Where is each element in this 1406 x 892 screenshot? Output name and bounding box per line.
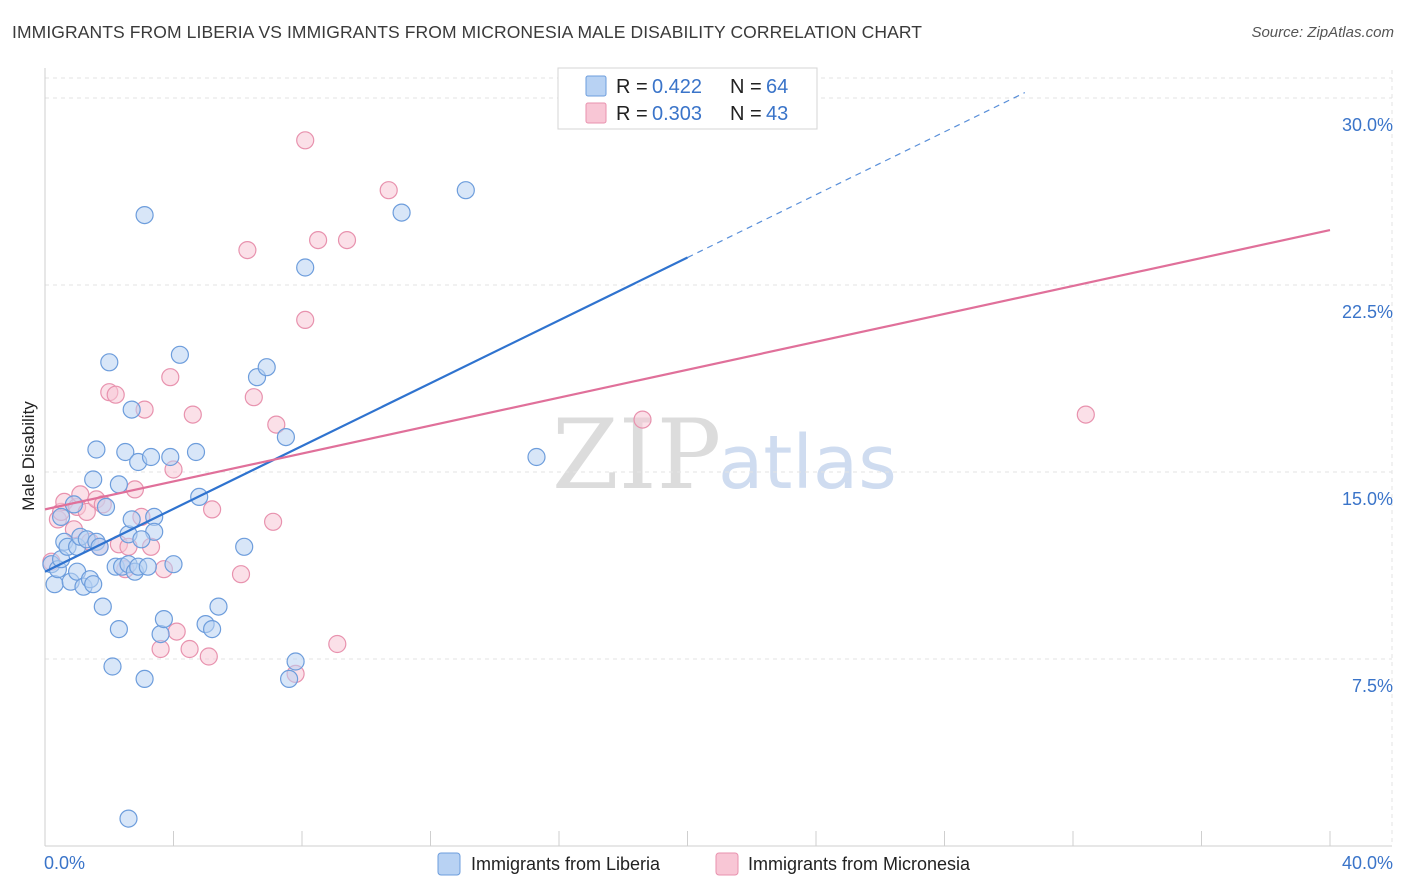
chart-title: IMMIGRANTS FROM LIBERIA VS IMMIGRANTS FR…: [12, 22, 923, 42]
liberia-point: [151, 624, 170, 644]
y-tick-label: 22.5%: [1342, 302, 1393, 322]
micronesia-point: [161, 368, 180, 387]
x-tick-labels: 0.0% 40.0%: [44, 853, 1393, 873]
liberia-point: [186, 442, 206, 462]
liberia-point: [170, 345, 189, 364]
trend-lines: [44, 92, 1331, 573]
liberia-point: [296, 258, 315, 277]
micronesia-point: [203, 500, 222, 519]
legend-swatch-micronesia: [585, 102, 607, 124]
liberia-points: [42, 181, 546, 828]
y-tick-label: 7.5%: [1352, 676, 1393, 696]
x-tick-label-min: 0.0%: [44, 853, 85, 873]
watermark-atlas: atlas: [718, 420, 897, 506]
liberia-point: [132, 530, 151, 549]
micronesia-point: [296, 310, 315, 329]
liberia-trend-line: [44, 256, 688, 573]
y-tick-label: 30.0%: [1342, 115, 1393, 135]
liberia-point: [141, 447, 161, 467]
legend-n-value-micronesia: 43: [766, 103, 788, 125]
liberia-point: [122, 400, 141, 419]
y-axis-title: Male Disability: [19, 401, 38, 511]
liberia-point: [235, 537, 254, 556]
liberia-point: [103, 657, 122, 676]
liberia-point: [276, 428, 295, 447]
liberia-point: [164, 555, 183, 574]
micronesia-point: [183, 405, 202, 424]
watermark: ZIP atlas: [552, 399, 897, 511]
micronesia-point: [244, 388, 263, 407]
liberia-point: [109, 475, 129, 494]
legend: R = 0.422 N = 64 R = 0.303 N = 43: [557, 67, 818, 130]
liberia-point: [138, 557, 157, 576]
x-tick-label-max: 40.0%: [1342, 853, 1393, 873]
liberia-point: [135, 206, 154, 225]
micronesia-point: [337, 231, 357, 250]
micronesia-point: [180, 639, 199, 659]
liberia-point: [280, 669, 299, 689]
micronesia-point: [1076, 405, 1095, 424]
liberia-point: [100, 353, 119, 372]
liberia-point: [456, 181, 475, 200]
liberia-point: [109, 619, 129, 639]
legend-r-label-micronesia: R =: [616, 103, 648, 125]
liberia-point: [122, 510, 141, 529]
liberia-trend-extension: [687, 92, 1026, 259]
liberia-point: [154, 609, 173, 629]
micronesia-point: [167, 622, 186, 641]
liberia-point: [116, 442, 135, 462]
liberia-point: [87, 440, 106, 459]
liberia-point: [84, 575, 103, 594]
micronesia-point: [309, 231, 328, 250]
micronesia-point: [379, 181, 398, 200]
legend-r-value-liberia: 0.422: [652, 76, 702, 98]
micronesia-points: [42, 131, 1095, 684]
y-tick-labels: 7.5% 15.0% 22.5% 30.0%: [1342, 115, 1393, 696]
liberia-point: [96, 497, 116, 516]
legend-n-value-liberia: 64: [766, 76, 788, 98]
liberia-point: [203, 619, 222, 639]
micronesia-point: [199, 647, 218, 666]
y-tick-label: 15.0%: [1342, 489, 1393, 509]
legend-swatch-liberia: [585, 75, 607, 97]
liberia-point: [209, 597, 228, 616]
bottom-legend-swatch-micronesia: [715, 852, 739, 876]
bottom-legend-label-micronesia: Immigrants from Micronesia: [748, 854, 971, 874]
liberia-point: [45, 575, 64, 594]
bottom-legend-swatch-liberia: [437, 852, 461, 876]
liberia-point: [119, 809, 138, 828]
liberia-point: [51, 507, 71, 527]
liberia-point: [257, 358, 276, 377]
micronesia-point: [633, 410, 652, 429]
legend-n-label-micronesia: N =: [730, 103, 762, 125]
legend-r-value-micronesia: 0.303: [652, 103, 702, 125]
axes: [44, 68, 1392, 847]
micronesia-point: [238, 241, 257, 260]
liberia-point: [161, 447, 180, 467]
legend-r-label-liberia: R =: [616, 76, 648, 98]
liberia-point: [93, 597, 112, 616]
micronesia-point: [267, 415, 286, 434]
legend-n-label-liberia: N =: [730, 76, 762, 98]
bottom-legend: Immigrants from Liberia Immigrants from …: [437, 852, 971, 876]
liberia-point: [286, 652, 305, 671]
micronesia-point: [106, 385, 125, 404]
liberia-point: [527, 447, 546, 467]
bottom-legend-label-liberia: Immigrants from Liberia: [471, 854, 661, 874]
micronesia-point: [296, 131, 315, 150]
liberia-point: [135, 669, 154, 689]
liberia-point: [392, 203, 411, 222]
micronesia-trend-line: [44, 229, 1331, 511]
source-credit: Source: ZipAtlas.com: [1251, 24, 1394, 41]
micronesia-point: [328, 634, 347, 654]
micronesia-point: [264, 512, 283, 531]
liberia-point: [84, 470, 103, 489]
micronesia-point: [231, 565, 251, 584]
